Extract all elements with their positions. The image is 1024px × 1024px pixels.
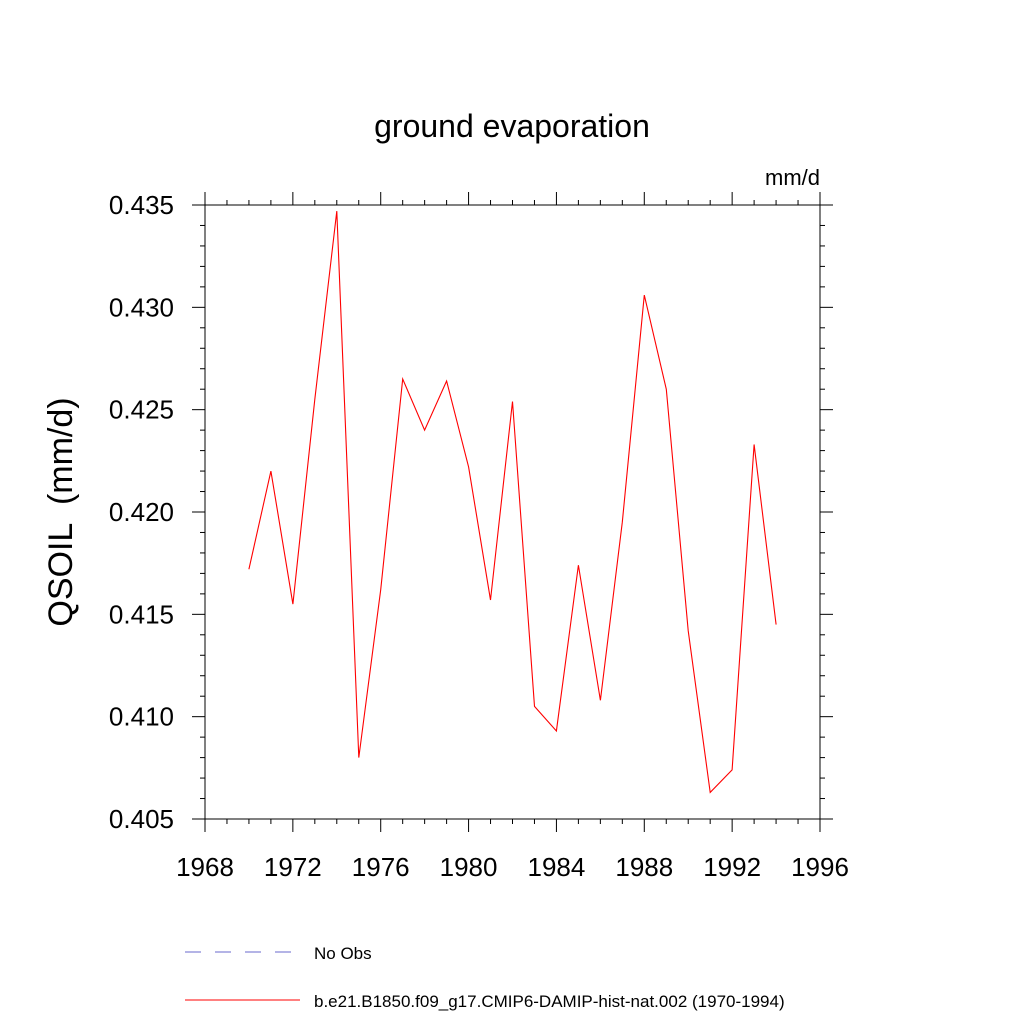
legend-label: No Obs (314, 944, 372, 963)
x-tick-label: 1976 (352, 852, 410, 882)
x-tick-label: 1984 (528, 852, 586, 882)
series-line (248, 211, 777, 794)
units-label: mm/d (765, 165, 820, 190)
x-tick-label: 1988 (615, 852, 673, 882)
y-tick-label: 0.410 (109, 702, 174, 732)
x-tick-label: 1992 (703, 852, 761, 882)
plot-frame (204, 204, 821, 820)
x-tick-label: 1980 (440, 852, 498, 882)
y-tick-label: 0.405 (109, 804, 174, 834)
legend-label: b.e21.B1850.f09_g17.CMIP6-DAMIP-hist-nat… (314, 992, 785, 1011)
x-tick-label: 1968 (176, 852, 234, 882)
y-tick-label: 0.415 (109, 599, 174, 629)
chart-title: ground evaporation (374, 108, 650, 144)
y-axis-label: QSOIL (mm/d) (42, 397, 80, 626)
y-tick-label: 0.425 (109, 395, 174, 425)
y-tick-label: 0.430 (109, 292, 174, 322)
x-tick-label: 1972 (264, 852, 322, 882)
y-tick-label: 0.420 (109, 497, 174, 527)
x-tick-label: 1996 (791, 852, 849, 882)
y-tick-label: 0.435 (109, 190, 174, 220)
